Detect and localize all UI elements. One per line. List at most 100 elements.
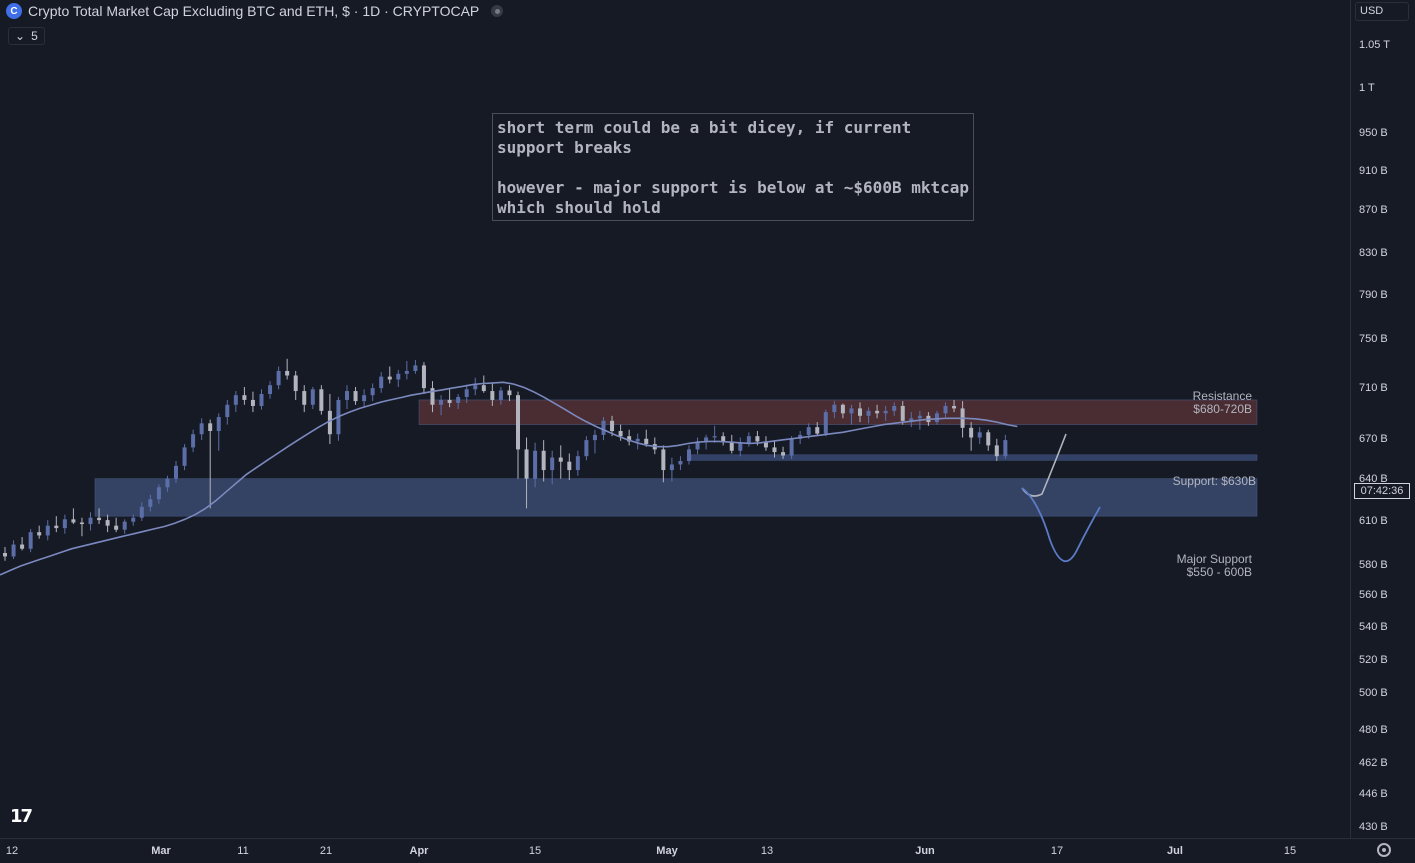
candle: [934, 410, 939, 425]
candle: [986, 429, 991, 451]
candle: [558, 445, 563, 479]
candle: [669, 457, 674, 482]
candle: [242, 386, 247, 405]
candle: [635, 433, 640, 450]
candle: [387, 366, 392, 384]
time-tick-label: 13: [760, 845, 774, 857]
price-tick-label: 560 B: [1359, 589, 1388, 601]
candle-body: [541, 450, 546, 471]
symbol-logo-icon: C: [6, 3, 22, 19]
candle-body: [276, 370, 281, 386]
candle-body: [250, 399, 255, 406]
candle-body: [823, 412, 828, 434]
chart-pane[interactable]: short term could be a bit dicey, if curr…: [0, 0, 1350, 838]
price-tick-label: 830 B: [1359, 247, 1388, 259]
settings-icon[interactable]: [1377, 843, 1391, 857]
candle-body: [79, 522, 84, 525]
candle-body: [353, 391, 358, 402]
currency-select[interactable]: USD: [1355, 2, 1409, 21]
candle-body: [575, 456, 580, 471]
tradingview-logo[interactable]: 17: [10, 806, 33, 827]
candle-body: [712, 436, 717, 438]
candle: [259, 389, 264, 410]
candle-body: [669, 464, 674, 471]
chart-canvas[interactable]: [0, 0, 1350, 838]
candle-body: [516, 395, 520, 450]
candle-body: [122, 521, 127, 530]
price-tick-label: 480 B: [1359, 724, 1388, 736]
candle: [379, 372, 384, 393]
candle: [54, 516, 59, 533]
indicator-toggle[interactable]: ⌄ 5: [8, 27, 45, 45]
note-line-1: short term could be a bit dicey, if curr…: [497, 118, 912, 157]
candle-body: [233, 395, 238, 405]
candle: [789, 436, 794, 459]
candle-body: [447, 399, 452, 403]
candle-body: [994, 445, 999, 457]
candle-body: [481, 385, 486, 392]
price-tick-label: 610 B: [1359, 515, 1388, 527]
candle: [541, 440, 546, 482]
candle: [182, 444, 187, 471]
price-tick-label: 1 T: [1359, 82, 1375, 94]
candle-body: [986, 432, 991, 446]
candle: [216, 413, 221, 451]
candle-body: [45, 525, 50, 536]
candle: [763, 436, 768, 451]
candle: [601, 417, 606, 441]
candle-body: [464, 389, 469, 397]
candle-body: [678, 461, 683, 465]
time-tick-label: 12: [5, 845, 19, 857]
candle: [721, 432, 726, 446]
candle-body: [259, 393, 264, 406]
candle: [507, 385, 512, 402]
annotation-note[interactable]: short term could be a bit dicey, if curr…: [492, 113, 974, 221]
candle: [892, 402, 897, 416]
candle-body: [370, 388, 375, 396]
candle: [319, 385, 324, 415]
candle-body: [763, 441, 768, 448]
candle-body: [618, 431, 623, 437]
candle-body: [396, 373, 401, 380]
candle: [490, 383, 495, 406]
candle: [498, 386, 503, 405]
candle: [88, 512, 93, 531]
price-tick-label: 446 B: [1359, 788, 1388, 800]
resistance-label: Resistance $680-720B: [1160, 390, 1252, 416]
candle-body: [661, 449, 666, 471]
candle: [208, 419, 213, 509]
market-status-icon[interactable]: [491, 5, 504, 17]
candle-body: [88, 517, 93, 525]
resistance-label-range: $680-720B: [1193, 402, 1252, 416]
candle: [533, 442, 538, 488]
price-axis[interactable]: 1.05 T 1 T 950 B 910 B 870 B 830 B 790 B 750 B 7…: [1350, 0, 1415, 838]
candle: [327, 393, 332, 445]
candle: [233, 391, 238, 413]
candle-body: [225, 404, 230, 418]
price-tick-label: 462 B: [1359, 757, 1388, 769]
resistance-label-title: Resistance: [1192, 389, 1252, 403]
candle-body: [772, 447, 777, 453]
candle: [866, 407, 871, 424]
candle: [353, 386, 358, 405]
time-tick-label: Mar: [151, 845, 171, 857]
candle-body: [242, 395, 247, 400]
chart-title[interactable]: Crypto Total Market Cap Excluding BTC an…: [28, 3, 480, 19]
candle: [746, 432, 751, 447]
chart-header: C Crypto Total Market Cap Excluding BTC …: [6, 3, 504, 19]
bearish-projection-path: [1021, 487, 1101, 562]
candle: [45, 520, 50, 541]
candle: [191, 429, 196, 453]
candle-body: [139, 506, 144, 518]
candle: [781, 446, 786, 459]
candle: [285, 358, 290, 380]
candle: [952, 399, 957, 413]
candle-body: [191, 434, 196, 448]
candle-body: [610, 420, 615, 431]
chevron-down-icon: ⌄: [15, 29, 26, 43]
candle-body: [456, 396, 461, 403]
candle-body: [798, 434, 803, 439]
time-axis[interactable]: 12 Mar 11 21 Apr 15 May 13 Jun 17 Jul 15: [0, 838, 1415, 863]
candle: [883, 405, 888, 421]
candle-body: [806, 427, 811, 435]
